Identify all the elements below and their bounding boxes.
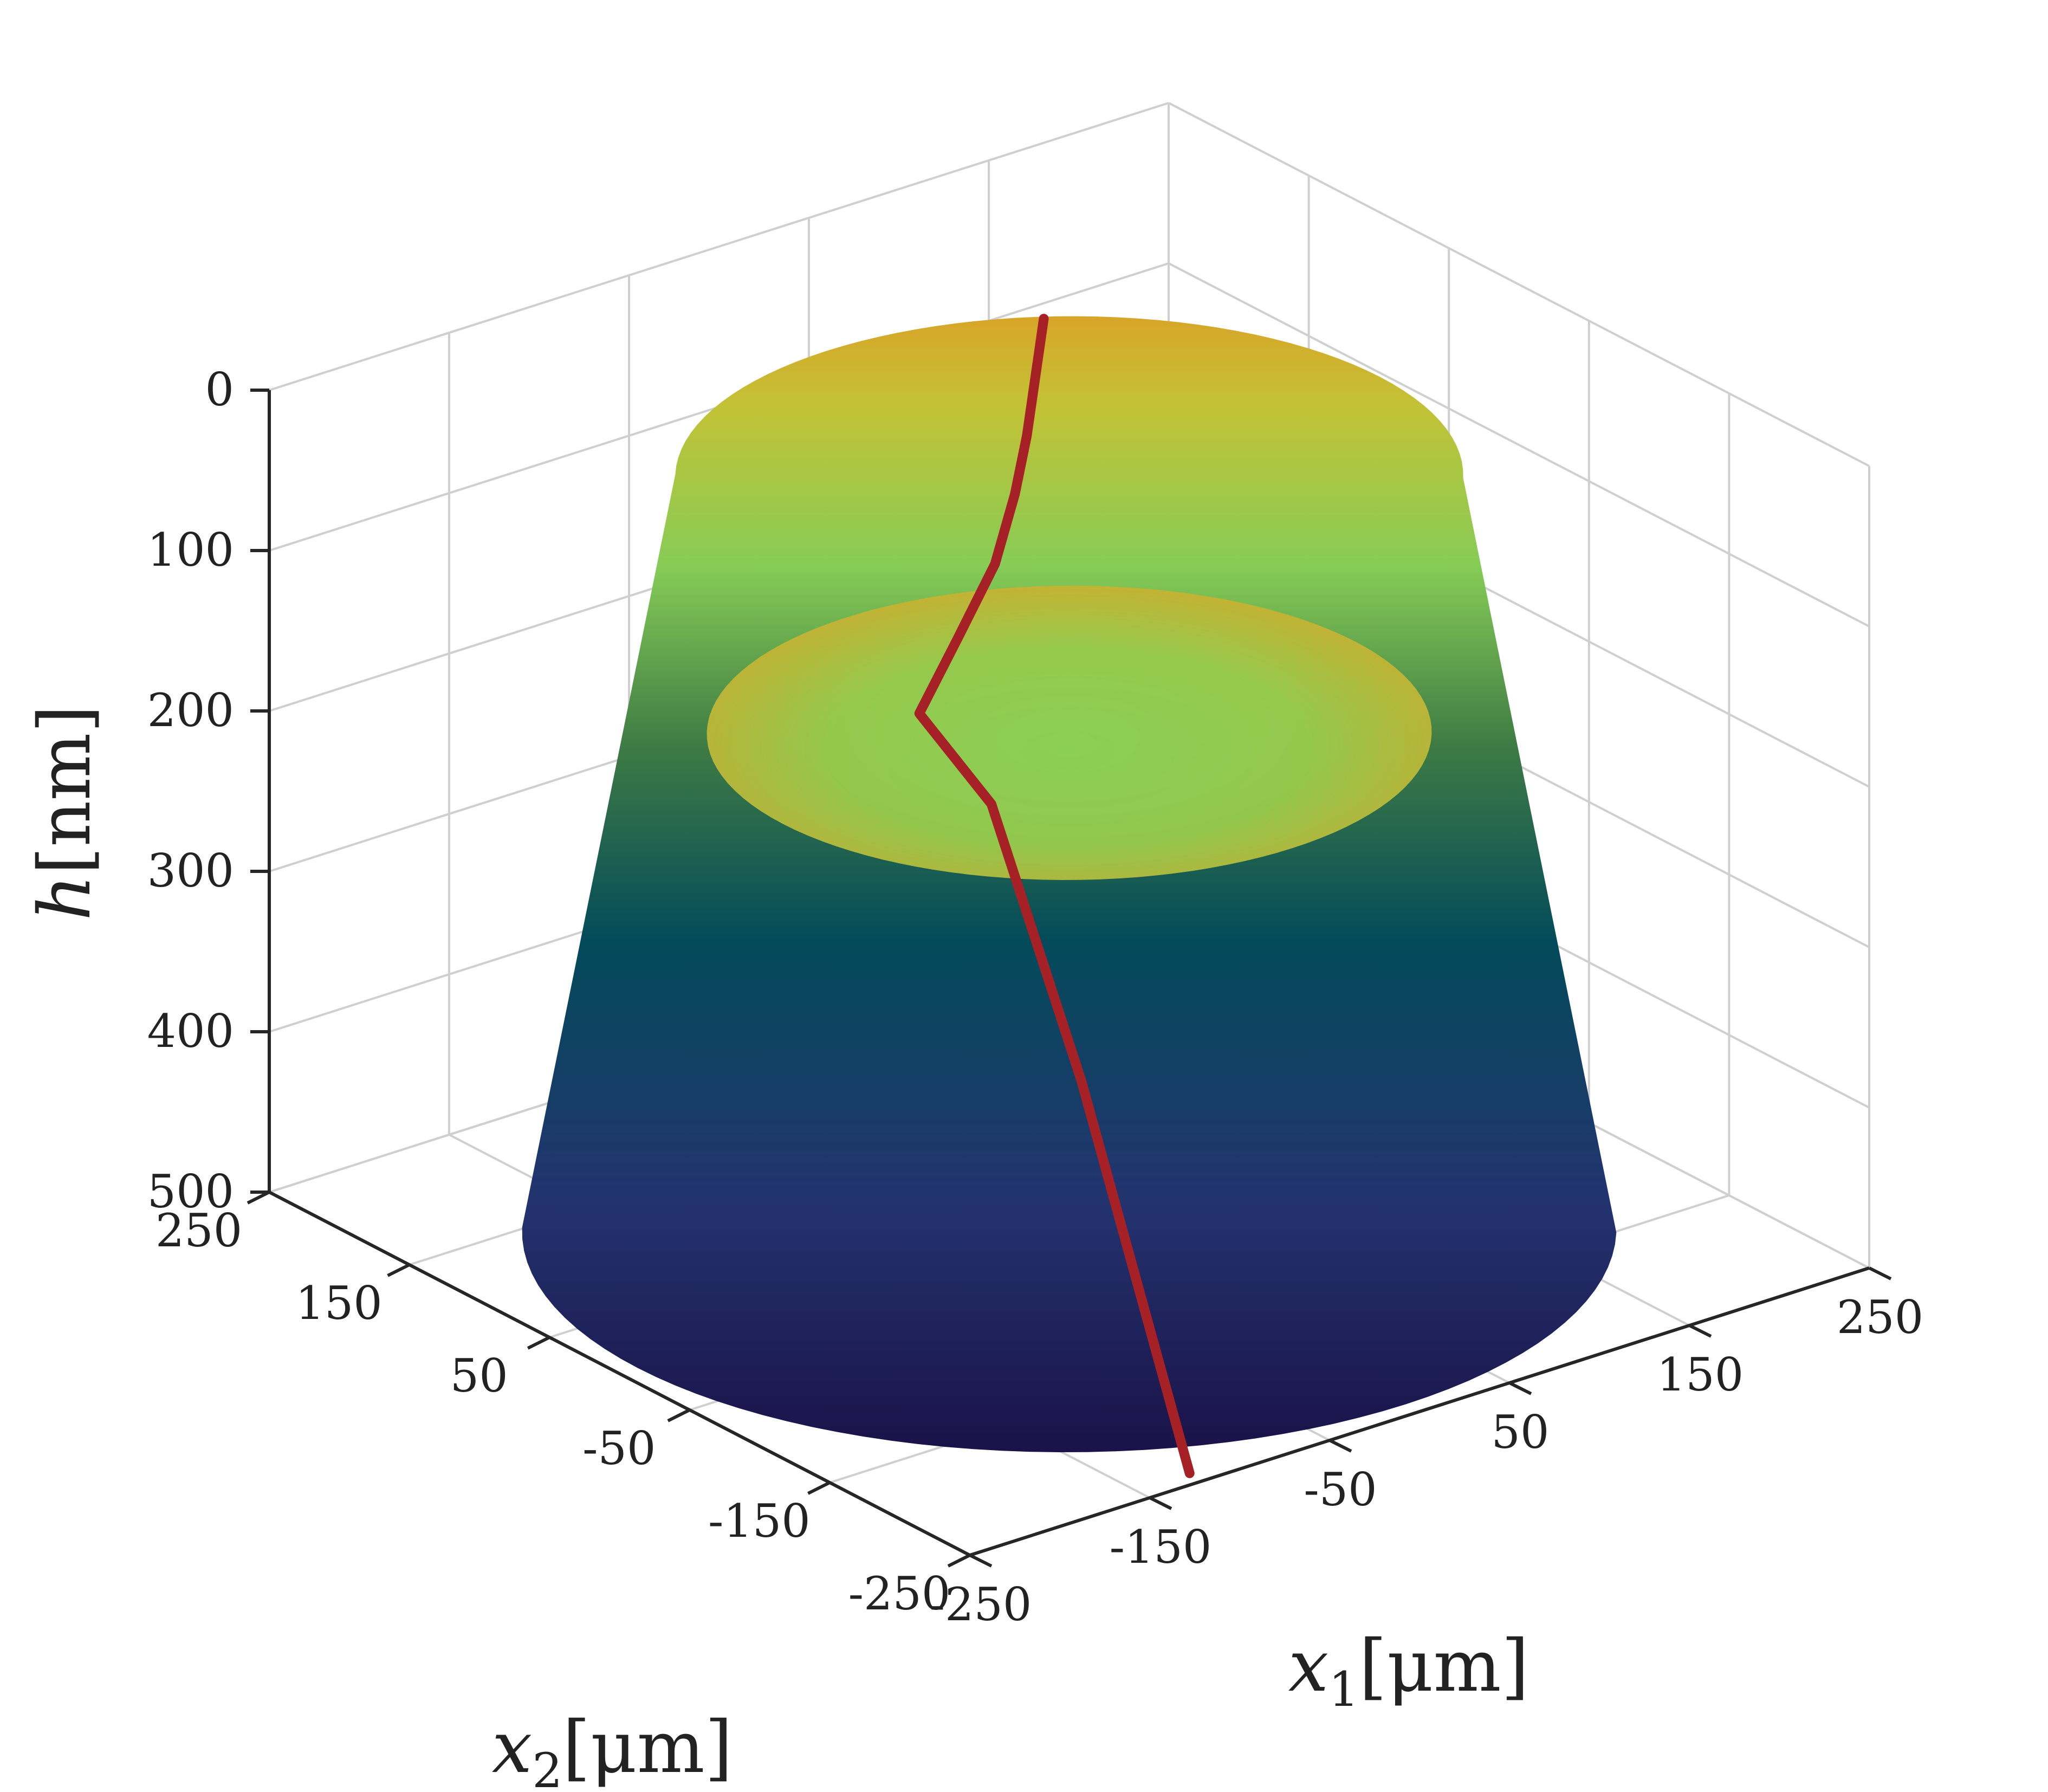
x1-tick-label: 250 bbox=[1837, 1291, 1923, 1344]
x1-axis-title: x1[μm] bbox=[1288, 1625, 1529, 1717]
x2-tick-mark bbox=[387, 1263, 410, 1277]
h-axis-title: h[nm] bbox=[23, 705, 107, 921]
x1-tick-label: 150 bbox=[1657, 1348, 1744, 1401]
h-tick-label: 300 bbox=[147, 844, 234, 897]
x2-tick-label: 50 bbox=[450, 1349, 508, 1402]
surface-plateau bbox=[707, 585, 1432, 881]
x1-tick-mark bbox=[1688, 1324, 1712, 1338]
x2-tick-mark bbox=[807, 1481, 831, 1495]
x1-tick-label: -250 bbox=[930, 1578, 1032, 1631]
x2-axis-line bbox=[268, 1191, 971, 1557]
x1-tick-mark bbox=[1328, 1439, 1352, 1453]
surface bbox=[522, 314, 1617, 1478]
h-tick-label: 400 bbox=[147, 1005, 234, 1058]
x1-tick-mark bbox=[1149, 1496, 1172, 1510]
grid-line-wall-b-h bbox=[1168, 102, 1870, 467]
axis-titles: x1[μm] x2[μm] h[nm] bbox=[23, 705, 1529, 1792]
x1-axis-line bbox=[969, 1266, 1870, 1557]
x2-tick-label: 150 bbox=[295, 1277, 382, 1330]
x2-tick-mark bbox=[527, 1336, 550, 1350]
grid-line-wall-a-h bbox=[269, 102, 1169, 391]
h-tick-label: 0 bbox=[205, 363, 234, 416]
x2-axis-title: x2[μm] bbox=[492, 1706, 733, 1792]
x1-tick-label: 50 bbox=[1492, 1406, 1550, 1459]
x1-tick-mark bbox=[969, 1554, 993, 1568]
h-tick-label: 100 bbox=[147, 523, 234, 577]
x1-tick-label: -50 bbox=[1304, 1463, 1377, 1516]
x2-tick-label: -50 bbox=[582, 1422, 656, 1475]
x2-tick-label: -150 bbox=[708, 1495, 811, 1548]
x2-tick-mark bbox=[667, 1408, 691, 1422]
x2-tick-mark bbox=[947, 1554, 971, 1568]
tick-labels: -250 -150 -50 50 150 250 -250 -150 -50 50 150 250 0 1… bbox=[147, 363, 1924, 1631]
x2-tick-mark bbox=[247, 1191, 270, 1205]
axes bbox=[247, 389, 1892, 1568]
x1-tick-label: -150 bbox=[1110, 1521, 1212, 1574]
profile-line bbox=[914, 314, 1195, 1478]
surface-body bbox=[522, 316, 1617, 1453]
h-tick-label: 500 bbox=[147, 1165, 234, 1218]
h-tick-label: 200 bbox=[147, 684, 234, 737]
x1-tick-mark bbox=[1508, 1381, 1532, 1395]
grid-line-wall-b-h bbox=[1168, 262, 1870, 627]
x2-tick-label: 250 bbox=[155, 1204, 242, 1257]
x2-tick-label: -250 bbox=[848, 1567, 951, 1620]
x1-tick-mark bbox=[1868, 1266, 1892, 1280]
